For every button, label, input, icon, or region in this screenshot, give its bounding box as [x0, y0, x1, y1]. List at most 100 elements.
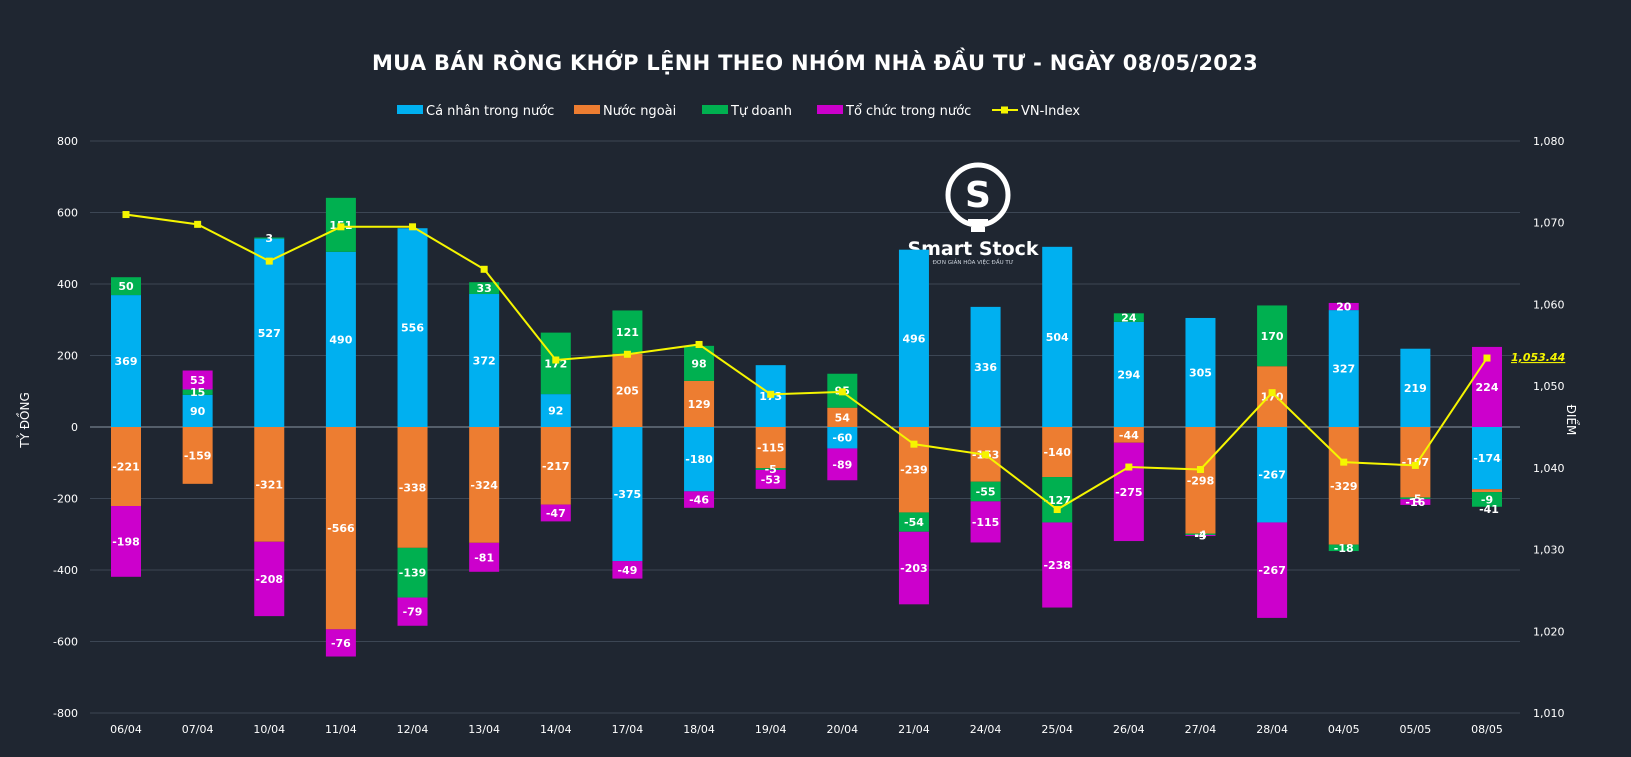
bar-to-chuc: [970, 501, 1001, 543]
bar-tu-doanh: [254, 237, 285, 239]
x-tick-label: 12/04: [397, 723, 429, 736]
bar-ca-nhan: [684, 427, 715, 492]
bar-to-chuc: [612, 561, 643, 579]
data-label: -47: [546, 507, 566, 520]
vn-index-line-group: 1,053.44: [122, 211, 1565, 514]
bar-to-chuc: [1113, 442, 1144, 542]
vn-index-line: [125, 213, 1488, 511]
data-label: 15: [190, 386, 205, 399]
data-label: 20: [1336, 301, 1352, 314]
data-label: -46: [689, 494, 709, 507]
data-label: -115: [757, 442, 785, 455]
vn-index-point: [1411, 461, 1419, 469]
data-label: -217: [542, 460, 570, 473]
legend: Cá nhân trong nước Nước ngoài Tự doanh T…: [397, 104, 1080, 119]
x-tick-label: 19/04: [755, 723, 787, 736]
y2-tick-label: 1,030: [1533, 544, 1565, 557]
bar-to-chuc: [1042, 522, 1073, 608]
data-label: 172: [544, 357, 567, 370]
data-label: 3: [265, 232, 273, 245]
bar-nuoc-ngoai: [540, 427, 571, 505]
bar-nuoc-ngoai: [755, 427, 786, 469]
data-label: 219: [1404, 382, 1427, 395]
bar-to-chuc: [254, 541, 285, 617]
bar-tu-doanh: [1257, 305, 1288, 367]
legend-swatch-vn-index-marker: [1001, 106, 1008, 114]
data-label: -238: [1043, 559, 1071, 572]
data-label: -16: [1405, 496, 1425, 509]
data-label: 50: [118, 280, 134, 293]
data-label: 372: [473, 355, 496, 368]
data-label: 527: [258, 327, 281, 340]
data-label: -267: [1258, 469, 1286, 482]
data-label: -375: [614, 488, 642, 501]
gridlines: [90, 140, 1520, 714]
x-tick-label: 27/04: [1185, 723, 1217, 736]
data-label: 504: [1046, 331, 1069, 344]
data-label: -89: [832, 458, 852, 471]
data-label: -55: [976, 486, 996, 499]
vn-index-point: [409, 223, 417, 231]
data-label: -275: [1115, 486, 1143, 499]
bar-nuoc-ngoai: [1185, 427, 1216, 534]
bar-tu-doanh: [1400, 497, 1431, 500]
x-tick-label: 11/04: [325, 723, 357, 736]
data-label: 121: [616, 326, 639, 339]
data-label: -267: [1258, 564, 1286, 577]
y-tick-label: -800: [53, 707, 78, 720]
legend-label-nuoc-ngoai: Nước ngoài: [603, 104, 676, 119]
bar-tu-doanh: [755, 468, 786, 470]
bar-ca-nhan: [827, 427, 858, 449]
bar-to-chuc: [325, 629, 356, 657]
data-label: -329: [1330, 480, 1358, 493]
x-tick-label: 06/04: [110, 723, 142, 736]
legend-swatch-tu-doanh: [702, 105, 728, 114]
x-tick-label: 05/05: [1400, 723, 1432, 736]
data-label: -54: [904, 516, 924, 529]
bar-to-chuc: [755, 469, 786, 489]
bar-nuoc-ngoai: [111, 427, 141, 507]
bar-nuoc-ngoai: [1113, 427, 1144, 443]
data-label: -324: [470, 479, 498, 492]
data-label: -44: [1119, 429, 1139, 442]
x-tick-label: 07/04: [182, 723, 214, 736]
bar-to-chuc: [1400, 499, 1431, 505]
y2-tick-label: 1,050: [1533, 380, 1565, 393]
legend-swatch-ca-nhan: [397, 105, 423, 114]
bar-nuoc-ngoai: [325, 427, 356, 630]
vn-index-point: [982, 451, 990, 459]
bars: [111, 197, 1502, 657]
bar-tu-doanh: [1472, 492, 1502, 507]
vn-index-point: [838, 388, 846, 396]
bar-nuoc-ngoai: [182, 427, 213, 484]
data-label: 496: [902, 332, 925, 345]
y-tick-label: -600: [53, 636, 78, 649]
vn-index-point: [1340, 458, 1348, 466]
bar-tu-doanh: [1113, 313, 1144, 322]
data-label: -60: [832, 432, 852, 445]
legend-swatch-to-chuc: [817, 105, 843, 114]
vn-index-point: [1196, 465, 1204, 473]
x-tick-label: 24/04: [970, 723, 1002, 736]
bar-tu-doanh: [1042, 477, 1073, 523]
y2-tick-label: 1,060: [1533, 298, 1565, 311]
bar-nuoc-ngoai: [612, 353, 643, 427]
vn-index-point: [1268, 389, 1276, 397]
bar-ca-nhan: [1257, 427, 1288, 523]
vn-index-point: [623, 350, 631, 358]
bar-tu-doanh: [898, 512, 929, 532]
vn-index-point: [122, 211, 130, 219]
logo-tagline: ĐƠN GIẢN HÓA VIỆC ĐẦU TƯ: [933, 258, 1014, 266]
bar-to-chuc: [182, 370, 213, 390]
bar-tu-doanh: [612, 310, 643, 354]
data-label: -53: [761, 473, 781, 486]
bar-nuoc-ngoai: [469, 427, 500, 543]
legend-label-to-chuc: Tổ chức trong nước: [845, 104, 971, 119]
y2-axis-title: ĐIỂM: [1564, 405, 1580, 436]
data-label: -5: [765, 463, 777, 476]
vn-index-point: [1125, 463, 1133, 471]
data-label: -180: [685, 453, 713, 466]
y-tick-label: 600: [57, 207, 78, 220]
bar-to-chuc: [898, 531, 929, 605]
